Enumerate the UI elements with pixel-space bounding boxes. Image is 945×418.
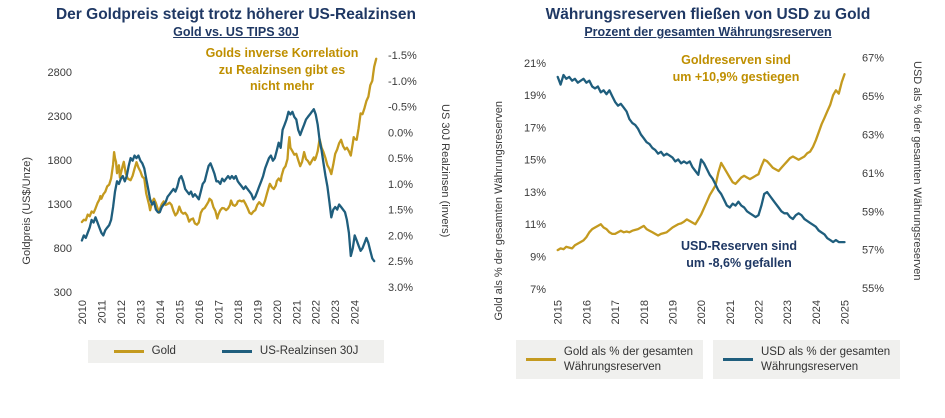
- legend-item-usd-share: USD als % der gesamten Währungsreserven: [713, 340, 901, 380]
- svg-text:2021: 2021: [725, 300, 737, 324]
- svg-text:-0.5%: -0.5%: [388, 102, 417, 114]
- legend-label: Gold: [151, 345, 176, 358]
- svg-text:57%: 57%: [862, 245, 884, 257]
- legend: Gold US-Realzinsen 30J: [87, 340, 385, 363]
- chart-subtitle-2: Prozent der gesamten Währungsreserven: [584, 25, 832, 40]
- svg-text:2015: 2015: [174, 300, 186, 324]
- svg-text:2022: 2022: [753, 300, 765, 324]
- svg-text:1.0%: 1.0%: [388, 179, 413, 191]
- svg-text:2.5%: 2.5%: [388, 256, 413, 268]
- svg-text:2016: 2016: [581, 300, 593, 324]
- svg-text:2012: 2012: [116, 300, 128, 324]
- svg-text:2016: 2016: [194, 300, 206, 324]
- gold-vs-realrates-panel: Der Goldpreis steigt trotz höherer US-Re…: [0, 0, 472, 418]
- svg-text:15%: 15%: [524, 155, 546, 167]
- svg-text:2020: 2020: [272, 300, 284, 324]
- left-y-axis-label: Goldpreis (US$/Unze): [21, 156, 33, 265]
- chart-area-2: Gold als % der gesamten Währungsreserven…: [492, 40, 924, 340]
- page-title-2: Währungsreserven fließen von USD zu Gold: [545, 6, 871, 23]
- reserves-line-chart: 7% 9% 11% 13% 15% 17% 19% 21% 55% 57% 59% 61% 63% 65%…: [524, 53, 884, 325]
- svg-text:2011: 2011: [96, 300, 108, 324]
- svg-text:13%: 13%: [524, 187, 546, 199]
- svg-text:2300: 2300: [48, 111, 72, 123]
- chart-subtitle: Gold vs. US TIPS 30J: [173, 25, 299, 40]
- svg-text:800: 800: [54, 243, 72, 255]
- svg-text:1300: 1300: [48, 199, 72, 211]
- svg-text:2019: 2019: [667, 300, 679, 324]
- legend-label: US-Realzinsen 30J: [259, 345, 359, 358]
- svg-text:-1.0%: -1.0%: [388, 76, 417, 88]
- usd-share-line-swatch: [723, 358, 753, 362]
- svg-text:2024: 2024: [350, 300, 362, 324]
- svg-text:1.5%: 1.5%: [388, 205, 413, 217]
- svg-text:2022: 2022: [311, 300, 323, 324]
- svg-text:9%: 9%: [530, 252, 546, 264]
- svg-text:11%: 11%: [525, 220, 546, 232]
- svg-text:2014: 2014: [155, 300, 167, 324]
- svg-text:67%: 67%: [862, 53, 884, 65]
- svg-text:19%: 19%: [524, 91, 546, 103]
- svg-text:2018: 2018: [233, 300, 245, 324]
- realrates-line-swatch: [221, 350, 252, 354]
- svg-text:3.0%: 3.0%: [388, 282, 413, 294]
- svg-text:2019: 2019: [252, 300, 264, 324]
- legend-label: Gold als % der gesamten Währungsreserven: [563, 346, 693, 373]
- reserves-panel: Währungsreserven fließen von USD zu Gold…: [472, 0, 944, 418]
- svg-text:65%: 65%: [862, 91, 884, 103]
- svg-text:61%: 61%: [862, 168, 884, 180]
- legend-item-realrates: US-Realzinsen 30J: [221, 344, 359, 358]
- svg-text:2.0%: 2.0%: [388, 231, 413, 243]
- svg-text:0.0%: 0.0%: [388, 128, 413, 140]
- svg-text:2017: 2017: [213, 300, 225, 324]
- legend-label: USD als % der gesamten Währungsreserven: [761, 346, 891, 373]
- gold-line-swatch: [113, 350, 144, 354]
- left-y-axis-label-2: Gold als % der gesamten Währungsreserven: [493, 100, 505, 321]
- svg-text:2024: 2024: [811, 300, 823, 324]
- svg-text:300: 300: [54, 287, 72, 299]
- svg-text:17%: 17%: [524, 123, 546, 135]
- svg-text:55%: 55%: [862, 284, 884, 296]
- legend-strip: Gold US-Realzinsen 30J: [87, 340, 385, 363]
- svg-text:2018: 2018: [639, 300, 651, 324]
- svg-text:-1.5%: -1.5%: [388, 51, 417, 63]
- right-y-axis-label: US 30J Realzinsen (invers): [439, 103, 451, 238]
- svg-text:21%: 21%: [524, 58, 546, 70]
- svg-text:2800: 2800: [48, 67, 72, 79]
- svg-text:2023: 2023: [330, 300, 342, 324]
- svg-text:2017: 2017: [610, 300, 622, 324]
- legend-item-gold: Gold: [113, 344, 176, 358]
- gold-realrates-line-chart: 300 800 1300 1800 2300 2800 -1.5% -1.0% -0.5% 0.0…: [48, 51, 417, 325]
- svg-text:63%: 63%: [862, 130, 884, 142]
- right-y-axis-label-2: USD als % der gesamten Währungsreserven: [911, 60, 923, 281]
- gold-share-line-swatch: [525, 358, 556, 362]
- svg-text:1800: 1800: [48, 155, 72, 167]
- svg-text:2015: 2015: [553, 300, 565, 324]
- svg-text:2010: 2010: [77, 300, 89, 324]
- svg-text:0.5%: 0.5%: [388, 154, 413, 166]
- chart-area: Goldpreis (US$/Unze) 300 800 1300 1800 2300 2…: [20, 40, 452, 340]
- legend-item-gold-share: Gold als % der gesamten Währungsreserven: [515, 340, 703, 380]
- svg-text:59%: 59%: [862, 207, 884, 219]
- page-title: Der Goldpreis steigt trotz höherer US-Re…: [55, 6, 416, 23]
- svg-text:2021: 2021: [291, 300, 303, 324]
- svg-text:2013: 2013: [135, 300, 147, 324]
- legend-2: Gold als % der gesamten Währungsreserven…: [515, 340, 901, 380]
- svg-text:2020: 2020: [696, 300, 708, 324]
- svg-text:2025: 2025: [840, 300, 852, 324]
- svg-text:2023: 2023: [782, 300, 794, 324]
- svg-text:7%: 7%: [530, 284, 546, 296]
